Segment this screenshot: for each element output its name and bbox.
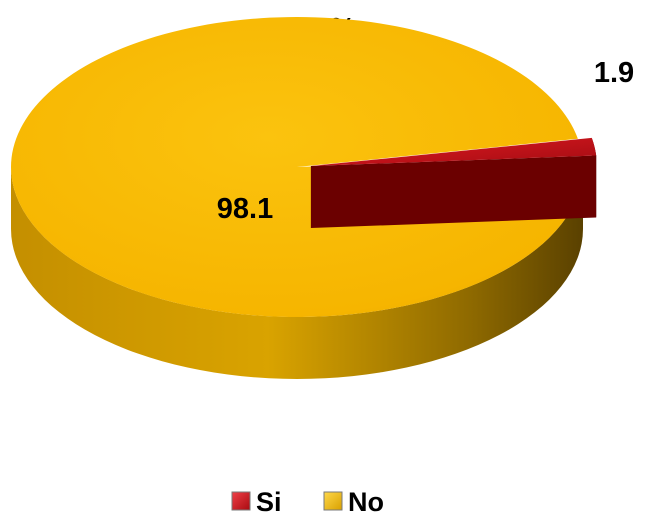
- legend-label-si: Si: [256, 487, 282, 517]
- pie-slice-si-cap: [310, 155, 597, 229]
- legend-swatch-si: [231, 491, 251, 511]
- legend-label-no: No: [348, 487, 384, 517]
- pie-slice-no-side: [11, 167, 583, 379]
- pie-plot-area: [10, 17, 597, 379]
- legend: Si No: [231, 487, 384, 517]
- pie-slice-no: [10, 17, 584, 318]
- legend-swatch-no: [323, 491, 343, 511]
- data-label-si: 1.9: [594, 57, 634, 89]
- pie-slice-si: [310, 137, 597, 167]
- data-label-no: 98.1: [217, 193, 273, 225]
